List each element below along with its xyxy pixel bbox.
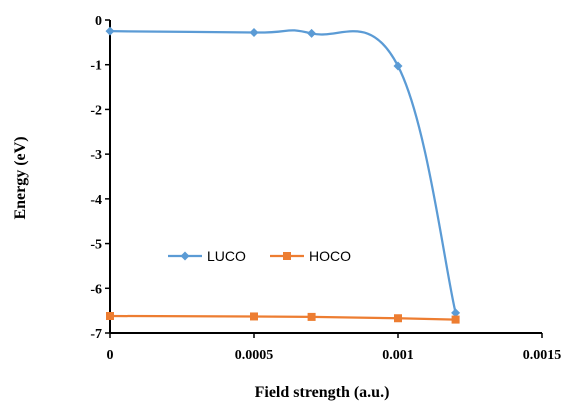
x-tick-label: 0.0005: [235, 348, 274, 363]
y-tick-label: -3: [90, 148, 102, 163]
data-point-hoco: [451, 315, 460, 324]
legend-item-hoco: HOCO: [270, 248, 351, 264]
legend: LUCO HOCO: [168, 248, 351, 264]
data-point-luco: [249, 28, 259, 38]
legend-label-hoco: HOCO: [309, 248, 351, 264]
series-line-hoco: [109, 314, 456, 321]
x-axis-ticks: 0 0.0005 0.001 0.0015: [107, 333, 562, 363]
legend-marker-luco: [180, 251, 190, 261]
data-point-luco: [307, 28, 317, 38]
data-point-luco: [105, 26, 115, 36]
y-tick-label: -2: [90, 103, 102, 118]
x-tick-label: 0: [107, 348, 114, 363]
y-tick-label: -1: [90, 59, 102, 74]
x-axis-title: Field strength (a.u.): [255, 384, 390, 401]
y-tick-label: -4: [90, 193, 102, 208]
data-point-hoco: [394, 314, 402, 323]
x-tick-label: 0.0015: [523, 348, 562, 363]
y-tick-label: -7: [90, 327, 102, 342]
series-hoco: [106, 312, 460, 324]
series-line-luco: [109, 29, 457, 314]
data-point-hoco: [250, 312, 258, 321]
y-tick-label: -5: [90, 238, 102, 253]
series-layer: [105, 26, 461, 324]
data-point-hoco: [307, 312, 316, 321]
series-luco: [105, 26, 461, 318]
y-tick-label: -6: [90, 282, 102, 297]
data-point-luco: [451, 308, 461, 318]
y-axis-title: Energy (eV): [12, 136, 29, 219]
legend-marker-hoco: [283, 252, 291, 260]
plot-area: [109, 20, 542, 334]
y-axis-ticks: 0 -1 -2 -3 -4 -5 -6 -7: [90, 14, 110, 342]
data-point-hoco: [106, 312, 114, 321]
legend-label-luco: LUCO: [207, 248, 246, 264]
x-tick-label: 0.001: [382, 348, 414, 363]
legend-item-luco: LUCO: [168, 248, 246, 264]
y-tick-label: 0: [95, 14, 102, 29]
data-point-luco: [393, 61, 403, 71]
